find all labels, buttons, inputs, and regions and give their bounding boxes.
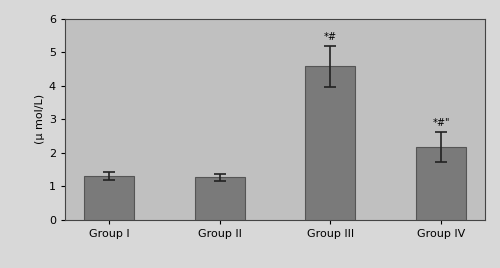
Y-axis label: (μ mol/L): (μ mol/L) — [34, 94, 44, 144]
Text: *#: *# — [324, 32, 337, 42]
Bar — [416, 147, 466, 220]
Bar — [84, 176, 134, 220]
Text: *#": *#" — [432, 118, 450, 128]
Bar — [306, 66, 355, 220]
Bar — [195, 177, 244, 220]
